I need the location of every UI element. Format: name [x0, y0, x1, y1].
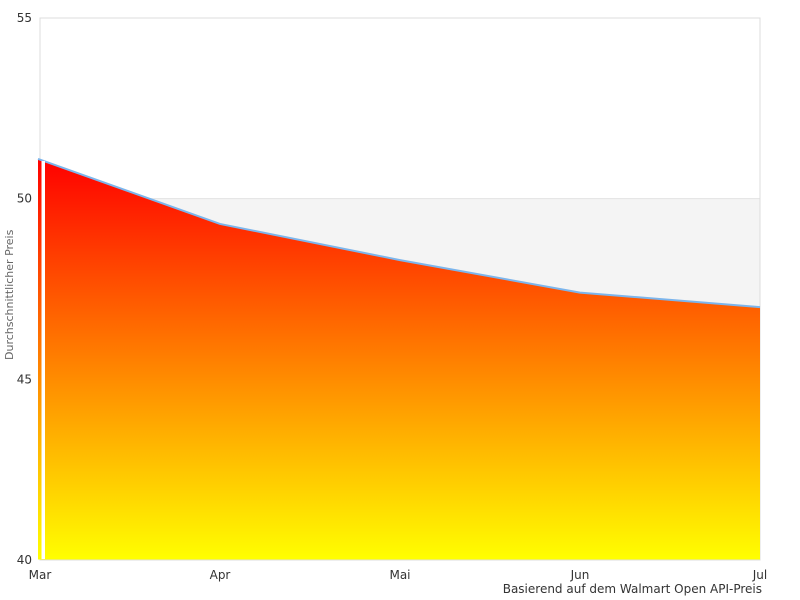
x-tick-label: Jul	[752, 568, 767, 582]
chart-caption: Basierend auf dem Walmart Open API-Preis	[502, 582, 762, 596]
y-tick-label: 50	[17, 192, 32, 206]
y-tick-label: 55	[17, 11, 32, 25]
left-axis-gap	[41, 160, 45, 560]
x-tick-label: Apr	[210, 568, 231, 582]
y-tick-label: 40	[17, 553, 32, 567]
y-axis-title: Durchschnittlicher Preis	[3, 229, 16, 361]
y-tick-label: 45	[17, 372, 32, 386]
x-tick-label: Jun	[570, 568, 590, 582]
price-line	[37, 157, 761, 309]
price-area	[38, 158, 760, 560]
x-tick-label: Mai	[389, 568, 410, 582]
x-tick-label: Mar	[29, 568, 52, 582]
